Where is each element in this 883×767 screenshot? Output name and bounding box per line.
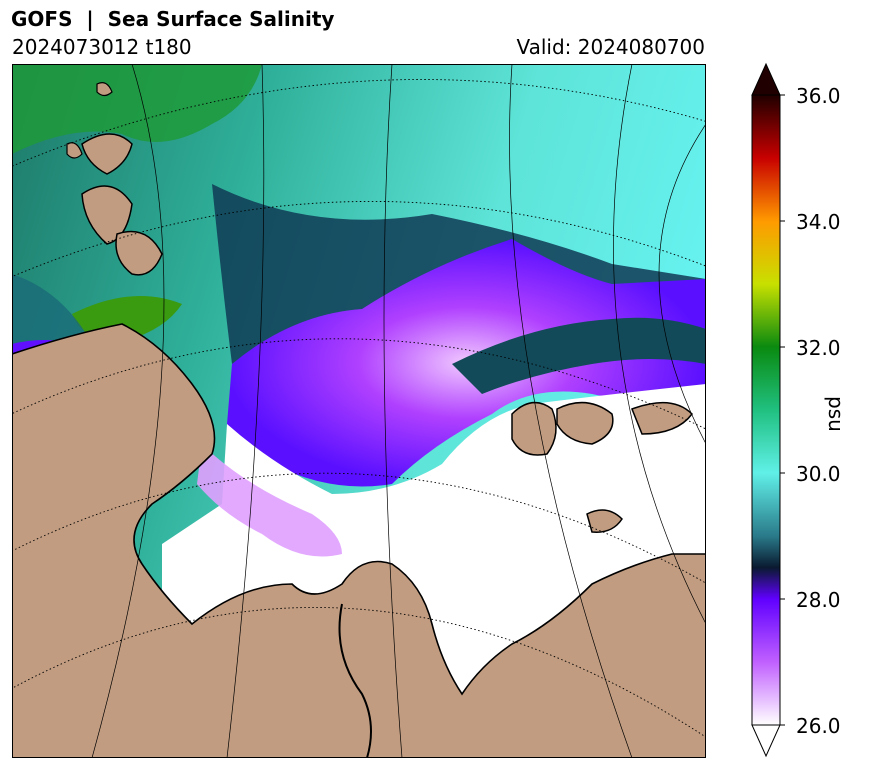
salinity-map [12, 64, 706, 758]
salinity-patch-high [12, 64, 262, 154]
valid-time-label: Valid: 2024080700 [516, 35, 705, 59]
colorbar [751, 62, 785, 758]
colorbar-tick-label: 28.0 [796, 588, 841, 612]
land-new-siberian-islands [511, 401, 557, 456]
colorbar-extend-max [751, 62, 781, 96]
colorbar-tick-label: 30.0 [796, 462, 841, 486]
colorbar-tick-label: 34.0 [796, 210, 841, 234]
river [338, 603, 372, 758]
colorbar-tick-label: 32.0 [796, 336, 841, 360]
colorbar-ticks [780, 94, 785, 726]
colorbar-gradient [751, 94, 781, 726]
colorbar-extend-min [751, 724, 781, 758]
land-island [66, 142, 83, 159]
colorbar-unit-label: psu [824, 396, 848, 432]
meridians [91, 64, 706, 758]
land-severnaya-zemlya [81, 185, 133, 245]
chart-title: GOFS | Sea Surface Salinity [11, 7, 335, 31]
salinity-band-transition [452, 317, 706, 394]
land-island [96, 82, 113, 97]
colorbar-tick-label: 26.0 [796, 714, 841, 738]
land-severnaya-zemlya [115, 230, 163, 276]
freshwater-plume [197, 444, 342, 557]
colorbar-tick-label: 36.0 [796, 84, 841, 108]
land-bear-island [586, 509, 623, 533]
land-new-siberian-islands [631, 401, 693, 435]
graticule [12, 79, 706, 738]
land-new-siberian-islands [556, 401, 614, 445]
land-severnaya-zemlya [81, 133, 133, 175]
land-siberia [12, 323, 706, 758]
model-run-label: 2024073012 t180 [12, 35, 192, 59]
map-frame [12, 64, 706, 758]
